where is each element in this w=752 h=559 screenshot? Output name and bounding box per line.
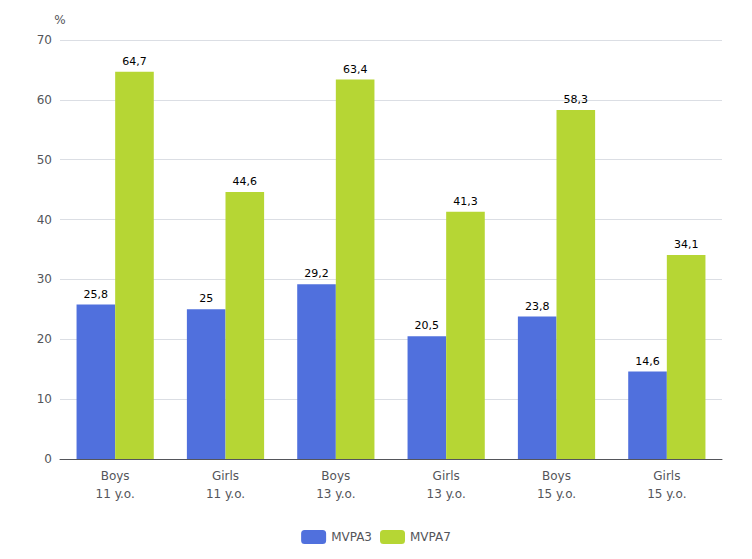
svg-text:20: 20 bbox=[37, 332, 52, 346]
svg-text:13 y.o.: 13 y.o. bbox=[316, 487, 355, 501]
svg-text:41,3: 41,3 bbox=[453, 195, 478, 208]
svg-text:11 y.o.: 11 y.o. bbox=[206, 487, 245, 501]
svg-text:11 y.o.: 11 y.o. bbox=[96, 487, 135, 501]
svg-text:25: 25 bbox=[199, 292, 213, 305]
svg-text:60: 60 bbox=[37, 93, 52, 107]
svg-text:20,5: 20,5 bbox=[415, 319, 440, 332]
svg-text:10: 10 bbox=[37, 392, 52, 406]
svg-text:58,3: 58,3 bbox=[564, 93, 589, 106]
svg-text:MVPA3: MVPA3 bbox=[331, 530, 372, 544]
svg-text:Boys: Boys bbox=[321, 469, 350, 483]
svg-text:63,4: 63,4 bbox=[343, 63, 368, 76]
svg-text:70: 70 bbox=[37, 33, 52, 47]
svg-text:%: % bbox=[54, 13, 65, 27]
svg-text:14,6: 14,6 bbox=[635, 355, 660, 368]
svg-text:Girls: Girls bbox=[653, 469, 680, 483]
svg-text:30: 30 bbox=[37, 272, 52, 286]
svg-text:50: 50 bbox=[37, 153, 52, 167]
svg-text:0: 0 bbox=[44, 452, 52, 466]
svg-text:64,7: 64,7 bbox=[122, 55, 147, 68]
svg-text:23,8: 23,8 bbox=[525, 300, 550, 313]
svg-text:44,6: 44,6 bbox=[233, 175, 257, 188]
svg-text:40: 40 bbox=[37, 213, 52, 227]
svg-text:15 y.o.: 15 y.o. bbox=[537, 487, 576, 501]
svg-text:Girls: Girls bbox=[433, 469, 460, 483]
svg-text:34,1: 34,1 bbox=[674, 238, 699, 251]
svg-text:MVPA7: MVPA7 bbox=[410, 530, 451, 544]
svg-text:Boys: Boys bbox=[101, 469, 130, 483]
svg-text:Girls: Girls bbox=[212, 469, 239, 483]
svg-text:Boys: Boys bbox=[542, 469, 571, 483]
svg-text:29,2: 29,2 bbox=[304, 267, 329, 280]
svg-text:13 y.o.: 13 y.o. bbox=[427, 487, 466, 501]
svg-text:25,8: 25,8 bbox=[84, 288, 109, 301]
svg-text:15 y.o.: 15 y.o. bbox=[647, 487, 686, 501]
